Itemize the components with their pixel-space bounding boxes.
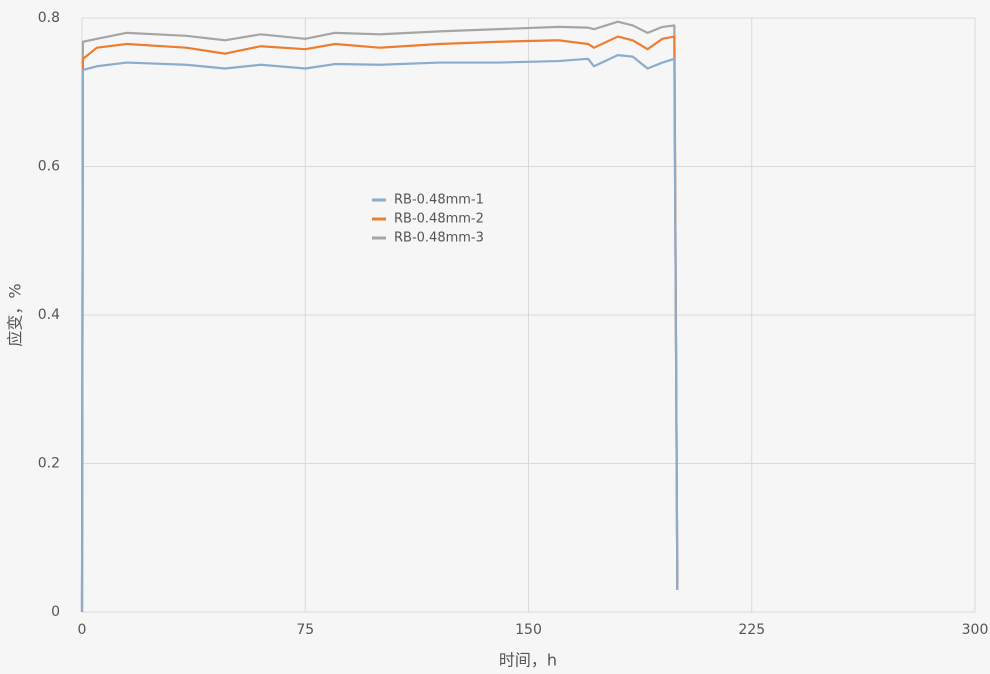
y-axis-label: 应变，% — [6, 283, 25, 346]
legend-label: RB-0.48mm-1 — [394, 193, 484, 208]
y-tick-label: 0.4 — [38, 307, 60, 323]
x-tick-label: 300 — [962, 622, 989, 638]
legend-label: RB-0.48mm-3 — [394, 231, 484, 246]
y-tick-label: 0 — [51, 604, 60, 620]
x-tick-label: 225 — [738, 622, 765, 638]
series-line — [80, 35, 679, 613]
legend-label: RB-0.48mm-2 — [394, 212, 484, 227]
x-tick-label: 75 — [296, 622, 314, 638]
y-tick-label: 0.8 — [38, 10, 60, 26]
y-tick-label: 0.6 — [38, 159, 60, 175]
y-tick-label: 0.2 — [38, 456, 60, 472]
series-line — [80, 20, 679, 613]
x-tick-label: 150 — [515, 622, 542, 638]
series-line — [80, 54, 679, 613]
x-axis-label: 时间，h — [499, 651, 557, 670]
x-tick-label: 0 — [78, 622, 87, 638]
